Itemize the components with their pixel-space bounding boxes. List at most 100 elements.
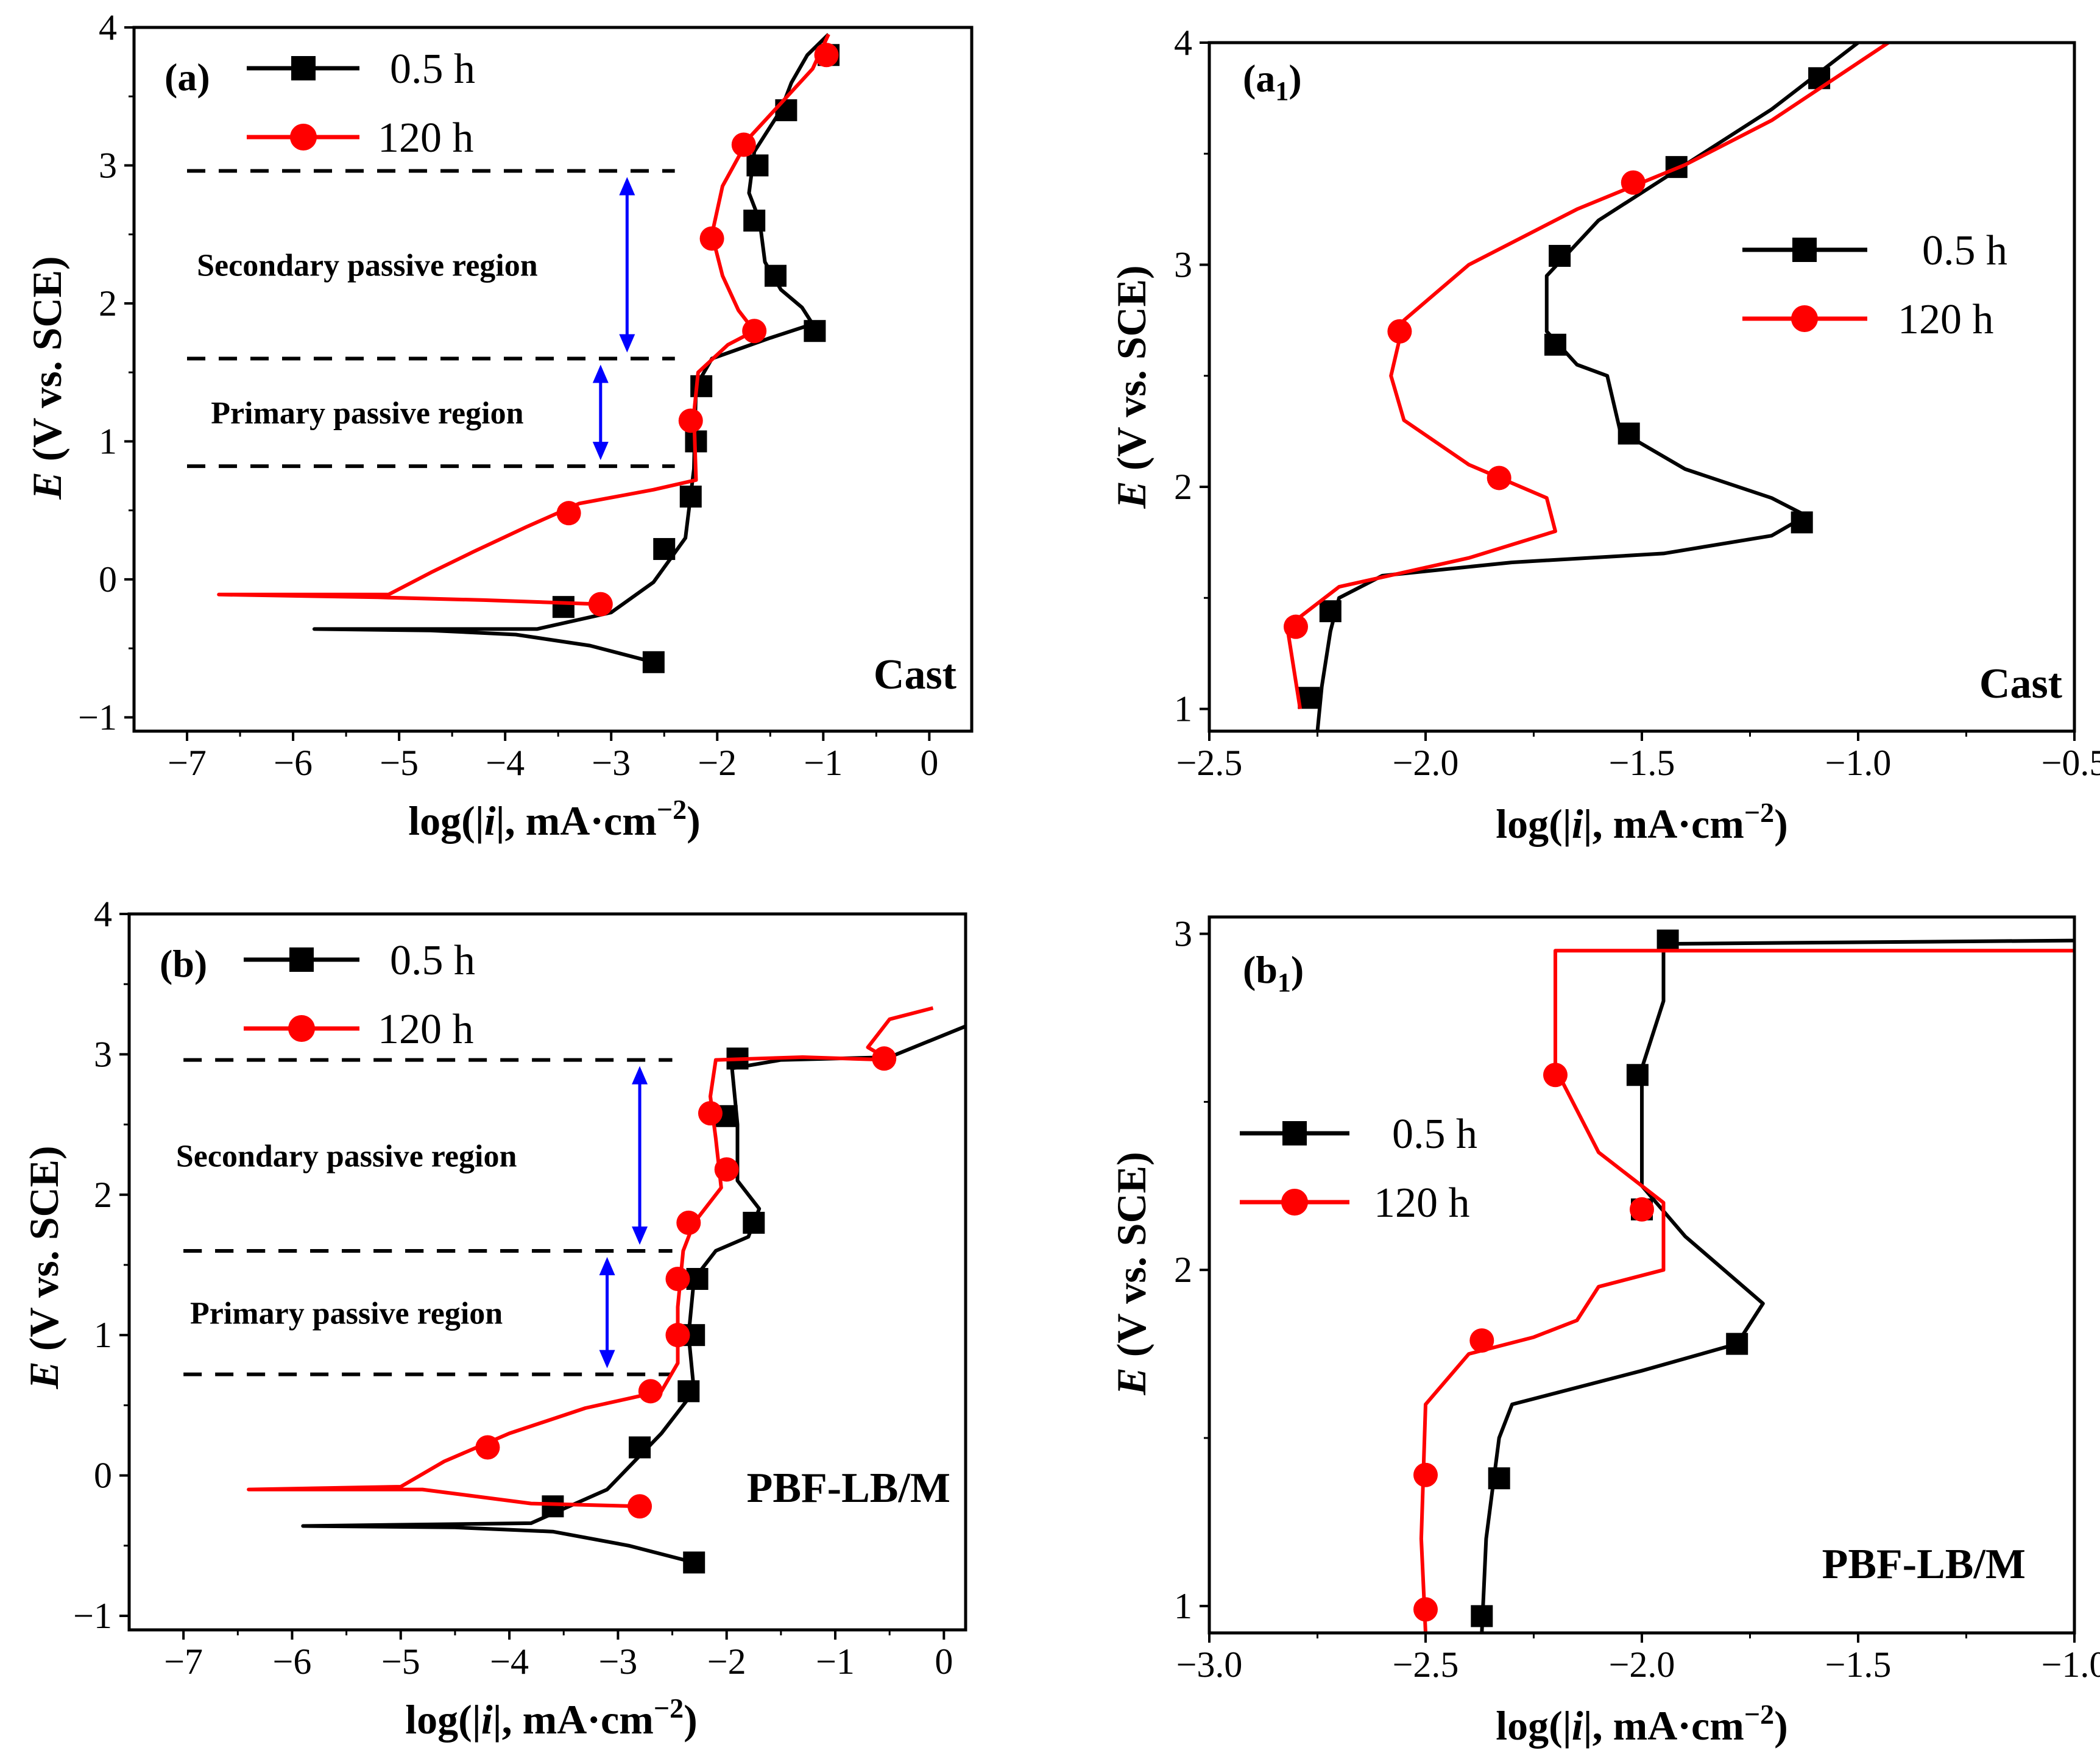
- data-point-circle-120-h: [1621, 170, 1646, 195]
- x-tick-label: −1.0: [1825, 743, 1892, 783]
- data-point-circle-120-h: [742, 319, 767, 344]
- series-line-0-5-h: [312, 33, 830, 664]
- region-arrow-head-down: [599, 1350, 615, 1368]
- panel-a: −7 −6 −5 −4 −3 −2 −1 0 −1 0 1 2 3 4 Secondary passive…: [24, 7, 974, 844]
- panel-label: (b1): [1243, 948, 1304, 997]
- legend: 0.5 h 120 h: [1742, 227, 2007, 343]
- x-axis-label: log(|i|, mA·cm−2): [1496, 1699, 1788, 1749]
- axes-frame: [1207, 41, 2076, 733]
- data-point-square-0-5-h: [653, 538, 676, 561]
- legend: 0.5 h 120 h: [247, 46, 475, 161]
- x-tick-label: −3: [598, 1641, 637, 1682]
- legend-label-0-5h: 0.5 h: [390, 46, 475, 93]
- x-tick-label: −5: [380, 743, 419, 783]
- sample-label: Cast: [874, 651, 956, 698]
- data-point-square-0-5-h: [743, 210, 766, 232]
- y-tick-label: 1: [1174, 689, 1192, 729]
- region-arrow-head-up: [632, 1066, 648, 1085]
- region-arrow-head-up: [592, 364, 609, 383]
- x-tick-label: −6: [273, 1641, 312, 1682]
- region-arrow-head-down: [619, 334, 635, 353]
- x-tick-label: −2: [707, 1641, 746, 1682]
- data-point-square-0-5-h: [677, 1380, 700, 1403]
- data-point-square-0-5-h: [1488, 1467, 1510, 1490]
- data-point-square-0-5-h: [683, 1551, 705, 1574]
- y-tick-label: 2: [94, 1175, 112, 1215]
- y-tick-label: 3: [94, 1034, 112, 1074]
- x-tick-label: −4: [490, 1641, 529, 1682]
- data-point-square-0-5-h: [690, 375, 713, 397]
- x-tick-label: −2.5: [1393, 1644, 1459, 1685]
- data-point-square-0-5-h: [1549, 244, 1571, 267]
- data-point-circle-120-h: [1413, 1597, 1438, 1622]
- data-point-square-0-5-h: [1791, 511, 1813, 534]
- data-point-square-0-5-h: [804, 320, 826, 342]
- y-tick-label: 4: [94, 894, 112, 934]
- panel-a1: −2.5 −2.0 −1.5 −1.0 −0.5 1 2 3 4 (a1) Cast 0.5 h…: [1108, 23, 2100, 847]
- x-tick-label: −1: [804, 743, 843, 783]
- data-point-square-0-5-h: [686, 1268, 709, 1290]
- plot-area: −7 −6 −5 −4 −3 −2 −1 0 −1 0 1 2 3 4: [73, 894, 967, 1682]
- series-line-120-h: [1419, 949, 2074, 1634]
- y-tick-label: −1: [73, 1596, 112, 1636]
- x-axis-label: log(|i|, mA·cm−2): [1496, 797, 1788, 847]
- x-tick-label: −5: [381, 1641, 420, 1682]
- x-tick-label: −1.5: [1825, 1644, 1892, 1685]
- data-point-square-0-5-h: [775, 99, 797, 121]
- data-point-circle-120-h: [1413, 1462, 1438, 1487]
- data-point-square-0-5-h: [1617, 422, 1640, 445]
- x-tick-label: −7: [168, 743, 207, 783]
- x-tick-label: −4: [486, 743, 525, 783]
- data-point-square-0-5-h: [542, 1495, 564, 1518]
- y-axis-label: E (V vs. SCE): [24, 256, 70, 500]
- x-tick-label: −0.5: [2042, 743, 2100, 783]
- y-tick-label: 4: [1174, 23, 1192, 63]
- legend-label-120h: 120 h: [378, 1006, 474, 1053]
- y-tick-label: 3: [1174, 914, 1192, 954]
- data-point-square-0-5-h: [1626, 1064, 1649, 1086]
- secondary-region-label: Secondary passive region: [176, 1139, 517, 1174]
- sample-label: Cast: [1979, 660, 2062, 707]
- y-tick-label: 0: [99, 559, 117, 600]
- x-tick-label: −2.5: [1176, 743, 1243, 783]
- x-tick-label: −2.0: [1609, 1644, 1675, 1685]
- data-point-circle-120-h: [676, 1210, 701, 1235]
- data-point-circle-120-h: [1387, 319, 1412, 344]
- region-arrow-head-down: [592, 442, 609, 461]
- x-axis-label: log(|i|, mA·cm−2): [405, 1693, 698, 1743]
- series-line-120-h: [217, 34, 830, 606]
- data-point-square-0-5-h: [629, 1436, 651, 1459]
- series-line-120-h: [1285, 41, 1890, 709]
- series-line-0-5-h: [1315, 41, 1859, 732]
- data-point-circle-120-h: [1487, 466, 1511, 490]
- data-point-square-0-5-h: [679, 486, 702, 508]
- x-tick-label: −1: [816, 1641, 855, 1682]
- primary-region-label: Primary passive region: [211, 396, 523, 431]
- legend-label-0-5h: 0.5 h: [390, 937, 475, 984]
- data-point-circle-120-h: [872, 1046, 897, 1071]
- data-point-circle-120-h: [1630, 1197, 1654, 1222]
- x-tick-label: −1.5: [1609, 743, 1675, 783]
- data-point-square-0-5-h: [1726, 1333, 1748, 1355]
- y-tick-label: 3: [99, 145, 117, 185]
- data-point-square-0-5-h: [552, 596, 574, 618]
- data-point-circle-120-h: [556, 501, 581, 526]
- plot-area: −7 −6 −5 −4 −3 −2 −1 0 −1 0 1 2 3 4: [78, 7, 974, 783]
- y-tick-label: 2: [1174, 1250, 1192, 1290]
- y-tick-label: −1: [78, 697, 117, 737]
- data-point-square-0-5-h: [1808, 67, 1831, 90]
- panel-label: (a): [164, 55, 210, 99]
- data-point-circle-120-h: [588, 592, 613, 617]
- legend-label-0-5h: 0.5 h: [1922, 227, 2007, 274]
- data-point-circle-120-h: [1469, 1328, 1494, 1353]
- legend-label-120h: 120 h: [378, 115, 474, 161]
- legend: 0.5 h 120 h: [1240, 1111, 1477, 1227]
- x-tick-label: −6: [274, 743, 313, 783]
- data-point-circle-120-h: [638, 1379, 663, 1404]
- region-arrow-head-up: [619, 177, 635, 196]
- series-line-0-5-h: [301, 1024, 967, 1565]
- y-tick-label: 2: [99, 283, 117, 324]
- data-point-square-0-5-h: [1544, 333, 1566, 356]
- data-point-square-0-5-h: [1319, 600, 1342, 623]
